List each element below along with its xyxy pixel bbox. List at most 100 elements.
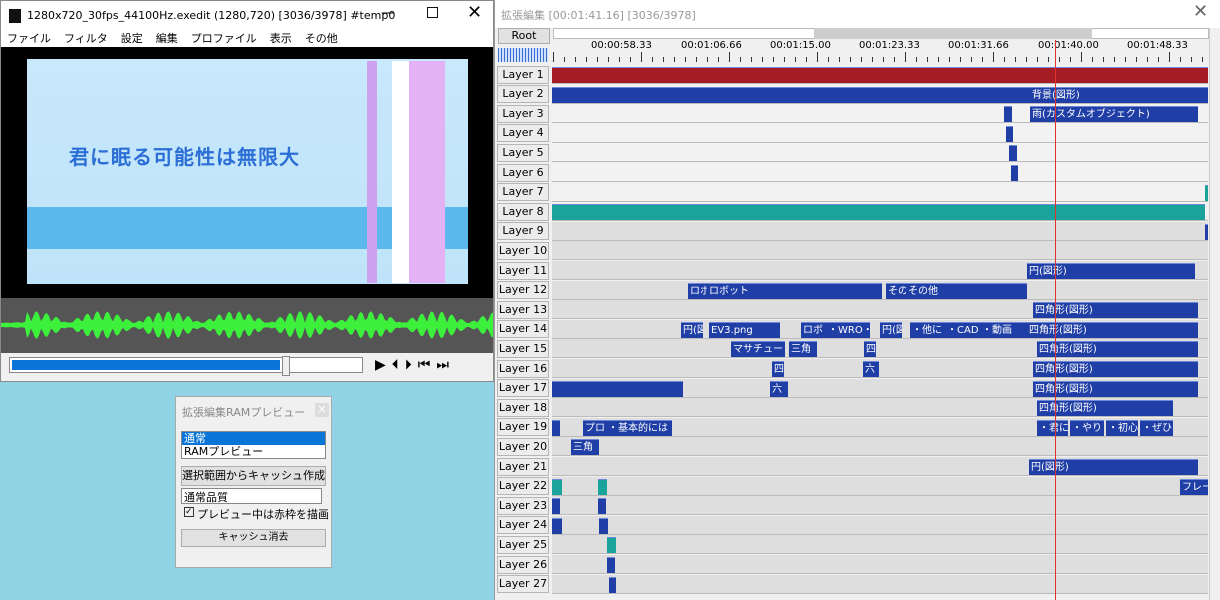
- clip[interactable]: ・初心: [1106, 419, 1138, 436]
- clip[interactable]: 六: [770, 380, 788, 397]
- create-cache-button[interactable]: 選択範囲からキャッシュ作成: [181, 466, 326, 486]
- clip[interactable]: フレー: [1180, 478, 1208, 495]
- clip[interactable]: [1006, 125, 1013, 142]
- clip[interactable]: [1205, 223, 1208, 240]
- layer-label[interactable]: Layer 17: [497, 379, 549, 398]
- clip[interactable]: 六: [863, 361, 879, 377]
- clip[interactable]: [552, 380, 683, 397]
- layer-label[interactable]: Layer 6: [497, 163, 549, 182]
- layer-label[interactable]: Layer 7: [497, 183, 549, 202]
- menu-item[interactable]: フィルタ: [64, 32, 108, 45]
- menu-item[interactable]: ファイル: [7, 32, 51, 45]
- clip[interactable]: 円(図: [880, 321, 902, 338]
- playback-buttons[interactable]: ▶⏴⏵⏮⏭: [375, 357, 455, 373]
- layer-label[interactable]: Layer 9: [497, 222, 549, 241]
- clip[interactable]: マサチュー: [731, 341, 785, 358]
- menu-item[interactable]: 表示: [269, 32, 292, 45]
- clip[interactable]: 四角形(図形): [1037, 400, 1173, 417]
- clip[interactable]: 四角形(図形): [1033, 361, 1198, 377]
- clip[interactable]: [552, 67, 1208, 83]
- h-scrollbar[interactable]: [553, 28, 1209, 39]
- list-item[interactable]: RAMプレビュー: [184, 445, 264, 458]
- clip[interactable]: 四角形(図形): [1033, 380, 1198, 397]
- clip[interactable]: [609, 576, 616, 593]
- clip[interactable]: プロ: [583, 419, 606, 436]
- clip[interactable]: 雨(カスタムオブジェクト): [1030, 106, 1198, 123]
- menu-item[interactable]: その他: [304, 32, 338, 45]
- clip[interactable]: 背景(図形): [1030, 86, 1208, 103]
- clip[interactable]: ・やり: [1070, 419, 1104, 436]
- clip[interactable]: [599, 517, 608, 534]
- layer-label[interactable]: Layer 3: [497, 104, 549, 123]
- layer-label[interactable]: Layer 11: [497, 261, 549, 280]
- root-button[interactable]: Root: [498, 28, 550, 44]
- clip[interactable]: [1011, 165, 1018, 181]
- v-scrollbar[interactable]: [1209, 28, 1220, 600]
- checkbox[interactable]: ✓: [184, 507, 194, 517]
- clip[interactable]: ・君に: [1037, 419, 1068, 436]
- clip[interactable]: 円(図: [681, 321, 703, 338]
- layer-label[interactable]: Layer 25: [497, 535, 549, 554]
- layer-label[interactable]: Layer 23: [497, 496, 549, 515]
- clip[interactable]: ・他に: [910, 321, 945, 338]
- clip[interactable]: ・WRO・E: [826, 321, 870, 338]
- layer-label[interactable]: Layer 10: [497, 241, 549, 260]
- clip[interactable]: 三角: [571, 439, 599, 456]
- layer-label[interactable]: Layer 20: [497, 437, 549, 456]
- clip[interactable]: ・CAD: [945, 321, 980, 338]
- clip[interactable]: EV3.png: [709, 321, 780, 338]
- clip[interactable]: 四角形(図形): [1033, 302, 1198, 319]
- list-item[interactable]: 通常: [182, 432, 325, 445]
- clip[interactable]: 四: [864, 341, 876, 358]
- clip[interactable]: [552, 517, 562, 534]
- layer-label[interactable]: Layer 26: [497, 555, 549, 574]
- layer-label[interactable]: Layer 12: [497, 281, 549, 300]
- clip[interactable]: [598, 498, 606, 515]
- layer-label[interactable]: Layer 2: [497, 85, 549, 104]
- clear-cache-button[interactable]: キャッシュ消去: [181, 529, 326, 547]
- menu-item[interactable]: プロファイル: [190, 32, 257, 45]
- layer-label[interactable]: Layer 13: [497, 300, 549, 319]
- layer-label[interactable]: Layer 1: [497, 65, 549, 84]
- layer-label[interactable]: Layer 27: [497, 575, 549, 594]
- clip[interactable]: ・ぜひ: [1140, 419, 1173, 436]
- clip[interactable]: 四角形(図形): [1037, 341, 1198, 358]
- layer-label[interactable]: Layer 19: [497, 418, 549, 437]
- clip[interactable]: 四: [772, 361, 784, 377]
- layer-label[interactable]: Layer 5: [497, 143, 549, 162]
- clip[interactable]: ・動画: [980, 321, 1027, 338]
- clip[interactable]: [552, 204, 1205, 221]
- clip[interactable]: 四角形(図形): [1027, 321, 1198, 338]
- close[interactable]: ✕: [1193, 1, 1209, 22]
- quality-select[interactable]: 通常品質: [181, 488, 322, 504]
- layer-label[interactable]: Layer 18: [497, 398, 549, 417]
- layer-label[interactable]: Layer 8: [497, 202, 549, 221]
- layer-label[interactable]: Layer 15: [497, 339, 549, 358]
- minimize[interactable]: —: [381, 5, 395, 21]
- clip[interactable]: その: [886, 282, 906, 299]
- layer-label[interactable]: Layer 24: [497, 516, 549, 535]
- clip[interactable]: [607, 557, 615, 573]
- menu-item[interactable]: 編集: [155, 32, 178, 45]
- menu-item[interactable]: 設定: [120, 32, 143, 45]
- clip[interactable]: ・基本的には: [606, 419, 672, 436]
- clip[interactable]: [1205, 184, 1208, 201]
- clip[interactable]: [1009, 145, 1017, 162]
- layer-label[interactable]: Layer 4: [497, 124, 549, 143]
- clip[interactable]: その他: [906, 282, 1027, 299]
- layer-label[interactable]: Layer 14: [497, 320, 549, 339]
- clip[interactable]: ロボ: [801, 321, 826, 338]
- clip[interactable]: ロボ: [688, 282, 707, 299]
- layer-label[interactable]: Layer 22: [497, 477, 549, 496]
- clip[interactable]: [598, 478, 607, 495]
- layer-label[interactable]: Layer 21: [497, 457, 549, 476]
- close[interactable]: ✕: [315, 403, 329, 417]
- close[interactable]: ✕: [467, 2, 483, 23]
- seek-bar[interactable]: [9, 356, 363, 376]
- layer-label[interactable]: Layer 16: [497, 359, 549, 378]
- clip[interactable]: [552, 498, 560, 515]
- zoom-bar[interactable]: [498, 48, 548, 62]
- clip[interactable]: 三角: [789, 341, 817, 358]
- clip[interactable]: [607, 537, 616, 554]
- clip[interactable]: [552, 478, 562, 495]
